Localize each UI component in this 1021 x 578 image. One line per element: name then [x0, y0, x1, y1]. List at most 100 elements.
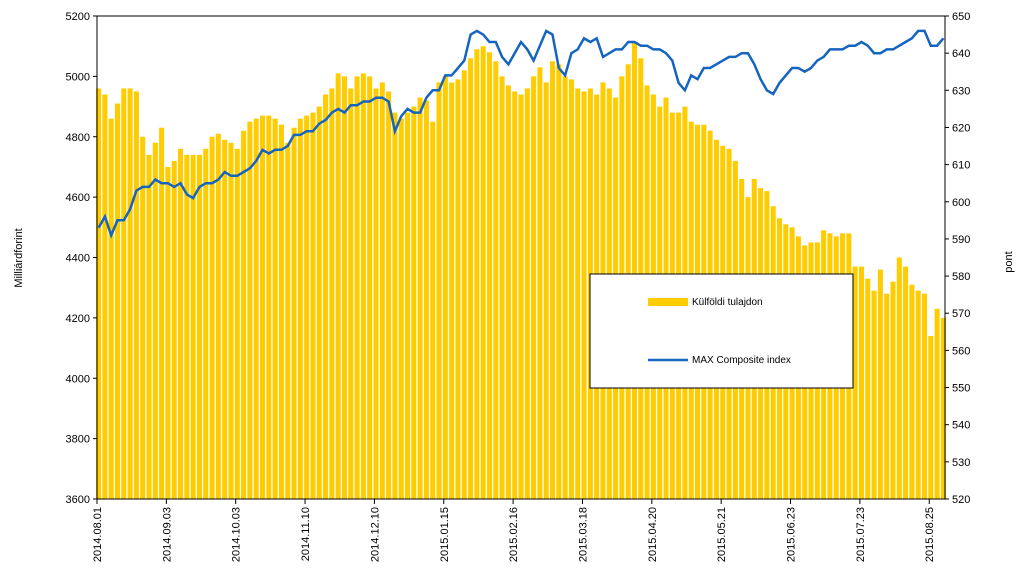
y2-tick-label: 530	[952, 457, 970, 469]
bar	[335, 73, 341, 499]
bar	[921, 293, 928, 499]
bar	[259, 115, 266, 500]
bar	[512, 91, 518, 499]
y2-tick-label: 600	[952, 197, 970, 209]
bar	[159, 127, 165, 499]
y2-tick-label: 610	[952, 160, 970, 172]
bar	[373, 88, 379, 499]
bar	[423, 100, 429, 500]
bar	[455, 79, 461, 500]
bar	[531, 76, 537, 499]
bar	[543, 82, 549, 499]
bar	[196, 154, 202, 500]
bar	[871, 290, 877, 499]
bar	[215, 133, 221, 499]
y2-tick-label: 520	[952, 494, 970, 506]
x-tick-label: 2015.07.23	[855, 507, 867, 562]
bar	[171, 160, 177, 499]
x-tick-label: 2014.08.01	[92, 507, 104, 562]
bar	[550, 61, 556, 499]
bar	[518, 94, 524, 500]
bar	[858, 266, 864, 499]
bar	[323, 94, 329, 500]
x-tick-label: 2015.06.23	[786, 507, 798, 562]
bar	[928, 335, 934, 499]
bar	[581, 91, 587, 499]
y2-tick-label: 580	[952, 271, 970, 283]
bar	[896, 257, 902, 499]
bar	[304, 115, 310, 500]
bar	[562, 76, 568, 499]
bar	[442, 76, 448, 499]
bar	[234, 148, 240, 499]
y-tick-label: 5000	[66, 71, 90, 83]
y2-tick-label: 590	[952, 234, 970, 246]
bar	[96, 88, 102, 499]
bar	[379, 82, 385, 499]
bar	[417, 97, 423, 499]
y2-tick-label: 560	[952, 345, 970, 357]
x-tick-label: 2015.08.25	[924, 507, 936, 562]
bar	[278, 124, 284, 500]
bar	[140, 136, 146, 499]
bar	[354, 76, 360, 499]
bar	[272, 118, 278, 499]
bar	[411, 106, 417, 499]
bar	[568, 79, 574, 500]
y-tick-label: 5200	[66, 11, 90, 23]
x-tick-label: 2015.05.21	[716, 507, 728, 562]
y-tick-label: 3800	[66, 434, 90, 446]
bar	[266, 115, 272, 500]
bar	[329, 88, 335, 499]
x-tick-label: 2014.09.03	[161, 507, 173, 562]
x-tick-label: 2015.02.16	[508, 507, 520, 562]
bar	[940, 317, 946, 499]
bar	[480, 46, 486, 499]
bar	[915, 290, 921, 499]
bar	[203, 148, 209, 499]
bar	[291, 127, 297, 499]
bar	[934, 308, 940, 499]
bar	[877, 269, 883, 499]
bar	[499, 76, 505, 499]
bar	[146, 154, 152, 500]
bar	[468, 58, 474, 499]
bar	[152, 142, 158, 499]
bar	[865, 278, 871, 499]
bar	[386, 91, 392, 499]
bar	[190, 154, 196, 500]
bar	[184, 154, 190, 500]
bar	[102, 94, 108, 500]
y2-tick-label: 630	[952, 85, 970, 97]
bar	[575, 88, 581, 499]
bar	[493, 61, 499, 499]
x-tick-label: 2014.12.10	[369, 507, 381, 562]
y-tick-label: 4800	[66, 132, 90, 144]
bar	[310, 112, 316, 499]
bar	[909, 284, 915, 499]
bar	[505, 85, 511, 500]
bar	[537, 67, 543, 499]
bar	[114, 103, 121, 499]
y-tick-label: 4000	[66, 373, 90, 385]
y2-tick-label: 550	[952, 383, 970, 395]
bar	[133, 91, 139, 499]
x-tick-label: 2015.04.20	[647, 507, 659, 562]
legend-label: MAX Composite index	[692, 355, 791, 366]
x-tick-label: 2014.10.03	[231, 507, 243, 562]
bar	[228, 142, 234, 499]
bar	[436, 82, 442, 499]
x-tick-label: 2015.03.18	[577, 507, 589, 562]
y2-tick-label: 620	[952, 122, 970, 134]
bar	[524, 88, 530, 499]
bar	[253, 118, 259, 499]
y2-tick-label: 540	[952, 420, 970, 432]
x-tick-label: 2015.01.15	[439, 507, 451, 562]
y2-tick-label: 650	[952, 11, 970, 23]
bar	[884, 293, 890, 499]
bar	[360, 73, 366, 499]
y2-tick-label: 570	[952, 308, 970, 320]
bar	[178, 148, 184, 499]
bar	[486, 52, 492, 499]
